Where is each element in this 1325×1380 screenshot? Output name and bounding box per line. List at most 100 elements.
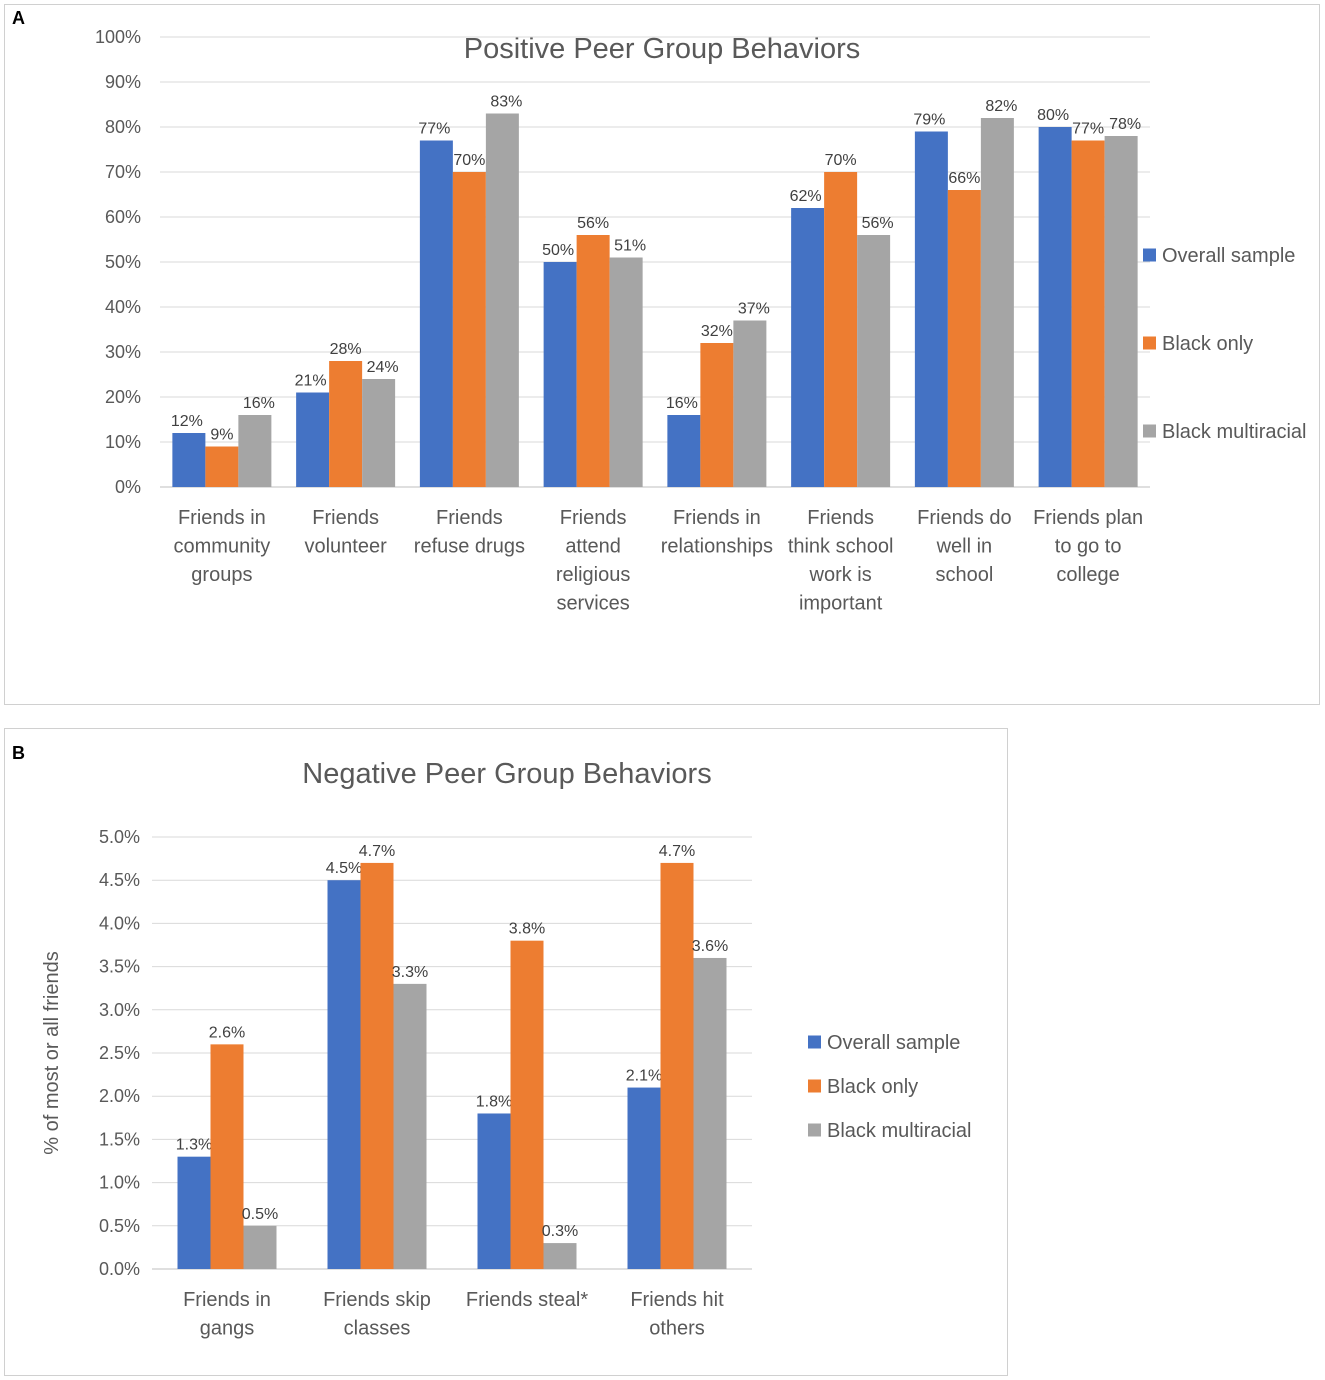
positive-y-tick-label: 80% <box>105 117 141 137</box>
panel-letter-b: B <box>12 743 25 763</box>
positive-bar-black-only <box>452 172 486 487</box>
positive-data-label: 9% <box>210 427 233 444</box>
negative-bar-black-only <box>360 862 394 1269</box>
negative-y-tick-label: 0.5% <box>99 1216 140 1236</box>
positive-bar-black-multiracial <box>733 320 767 487</box>
negative-y-tick-label: 1.5% <box>99 1129 140 1149</box>
positive-bar-overall <box>419 140 453 487</box>
negative-data-label: 4.7% <box>659 843 695 860</box>
positive-chart-title: Positive Peer Group Behaviors <box>464 33 861 65</box>
negative-bar-black-only <box>510 940 544 1269</box>
positive-data-label: 21% <box>295 373 327 390</box>
negative-y-tick-label: 4.0% <box>99 913 140 933</box>
negative-data-label: 0.3% <box>542 1223 578 1240</box>
negative-data-label: 2.6% <box>209 1024 245 1041</box>
negative-legend-label: Black multiracial <box>827 1120 971 1142</box>
negative-data-label: 2.1% <box>626 1068 662 1085</box>
negative-y-tick-label: 5.0% <box>99 827 140 847</box>
positive-y-tick-label: 20% <box>105 387 141 407</box>
positive-bar-overall <box>296 392 330 487</box>
positive-y-tick-label: 0% <box>115 477 141 497</box>
negative-data-label: 0.5% <box>242 1206 278 1223</box>
positive-data-label: 32% <box>701 323 733 340</box>
negative-y-axis-label: % of most or all friends <box>41 951 63 1154</box>
positive-bar-black-multiracial <box>609 257 643 487</box>
positive-legend-swatch <box>1143 424 1156 438</box>
positive-data-label: 77% <box>1072 121 1104 138</box>
negative-bar-black-only <box>210 1044 244 1269</box>
negative-bar-black-only <box>660 862 694 1269</box>
positive-y-tick-label: 70% <box>105 162 141 182</box>
positive-bar-overall <box>543 262 577 487</box>
positive-category-label: Friends attend religious services <box>556 507 630 615</box>
positive-bar-black-multiracial <box>1104 136 1138 487</box>
positive-data-label: 56% <box>577 215 609 232</box>
positive-category-label: Friends do well in school <box>917 507 1012 586</box>
positive-category-label: Friends plan to go to college <box>1033 507 1143 586</box>
positive-bar-black-only <box>700 343 734 487</box>
positive-bar-overall <box>667 415 701 487</box>
positive-bar-black-only <box>1071 140 1105 487</box>
negative-data-label: 4.5% <box>326 860 362 877</box>
positive-data-label: 77% <box>418 121 450 138</box>
negative-y-tick-label: 4.5% <box>99 870 140 890</box>
negative-legend-swatch <box>808 1079 821 1093</box>
positive-bar-black-multiracial <box>980 118 1014 487</box>
negative-category-label: Friends in gangs <box>183 1289 271 1340</box>
positive-data-label: 79% <box>913 112 945 129</box>
negative-bar-black-multiracial <box>693 957 727 1269</box>
positive-y-tick-label: 30% <box>105 342 141 362</box>
negative-data-label: 1.8% <box>476 1093 512 1110</box>
positive-bar-overall <box>172 433 206 487</box>
negative-category-label: Friends steal* <box>466 1289 588 1311</box>
negative-bar-black-multiracial <box>543 1243 577 1269</box>
positive-bar-black-only <box>329 361 363 487</box>
negative-data-label: 4.7% <box>359 843 395 860</box>
positive-data-label: 82% <box>985 98 1017 115</box>
negative-bar-overall <box>177 1156 211 1269</box>
positive-data-label: 66% <box>948 170 980 187</box>
positive-bar-black-only <box>576 235 610 487</box>
negative-y-tick-label: 1.0% <box>99 1173 140 1193</box>
positive-data-label: 50% <box>542 242 574 259</box>
positive-data-label: 83% <box>490 94 522 111</box>
positive-data-label: 56% <box>862 215 894 232</box>
positive-y-tick-label: 90% <box>105 72 141 92</box>
negative-bar-overall <box>627 1087 661 1269</box>
positive-category-label: Friends think school work is important <box>788 507 894 615</box>
positive-data-label: 80% <box>1037 107 1069 124</box>
negative-chart-title: Negative Peer Group Behaviors <box>302 758 711 790</box>
positive-legend-swatch <box>1143 336 1156 350</box>
positive-legend-swatch <box>1143 248 1156 262</box>
negative-legend-swatch <box>808 1123 821 1137</box>
positive-bar-black-only <box>824 172 858 487</box>
panel-letter-a: A <box>12 8 25 28</box>
negative-y-tick-label: 3.5% <box>99 957 140 977</box>
positive-y-tick-label: 40% <box>105 297 141 317</box>
positive-legend-label: Black multiracial <box>1162 421 1306 443</box>
negative-data-label: 3.3% <box>392 964 428 981</box>
positive-bar-overall <box>791 208 825 487</box>
positive-bar-black-multiracial <box>857 235 891 487</box>
negative-category-label: Friends skip classes <box>323 1289 431 1340</box>
negative-bar-overall <box>327 880 361 1269</box>
positive-data-label: 70% <box>453 152 485 169</box>
positive-bar-overall <box>1038 127 1072 487</box>
positive-bar-black-only <box>947 190 981 487</box>
positive-data-label: 16% <box>243 395 275 412</box>
positive-data-label: 78% <box>1109 116 1141 133</box>
positive-data-label: 70% <box>825 152 857 169</box>
negative-legend-label: Black only <box>827 1076 918 1098</box>
negative-data-label: 1.3% <box>176 1137 212 1154</box>
negative-category-label: Friends hit others <box>630 1289 724 1340</box>
positive-category-label: Friends volunteer <box>304 507 387 558</box>
positive-y-tick-label: 100% <box>95 27 141 47</box>
negative-y-tick-label: 0.0% <box>99 1259 140 1279</box>
positive-category-label: Friends in community groups <box>174 507 271 586</box>
negative-y-tick-label: 2.5% <box>99 1043 140 1063</box>
positive-bar-black-multiracial <box>238 415 272 487</box>
negative-data-label: 3.6% <box>692 938 728 955</box>
positive-y-tick-label: 10% <box>105 432 141 452</box>
negative-bar-black-multiracial <box>243 1225 277 1269</box>
positive-data-label: 12% <box>171 413 203 430</box>
